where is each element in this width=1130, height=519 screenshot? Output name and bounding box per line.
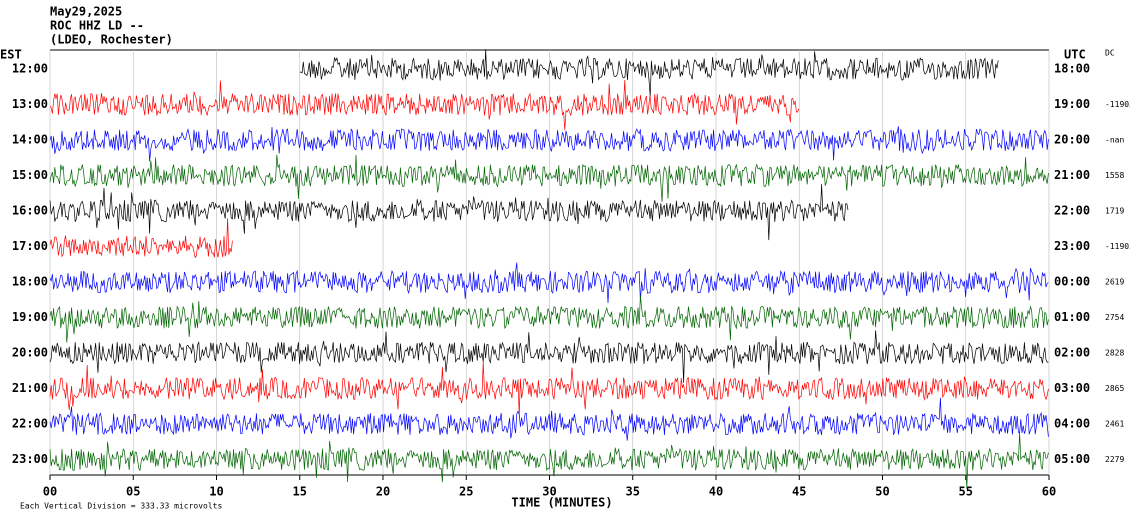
utc-label: 02:00 [1054,346,1090,360]
utc-label: 18:00 [1054,62,1090,76]
trace [49,330,1049,383]
utc-label: 05:00 [1054,452,1090,466]
utc-label: 21:00 [1054,168,1090,182]
est-label: 22:00 [12,417,48,431]
est-label: 13:00 [12,97,48,111]
x-tick-label: 45 [792,485,806,499]
trace [49,184,849,241]
est-label: 12:00 [12,62,48,76]
dc-value: 2754 [1105,313,1124,322]
utc-label: 23:00 [1054,239,1090,253]
x-tick-label: 40 [709,485,723,499]
x-tick-label: 20 [376,485,390,499]
dc-value: 2865 [1105,384,1124,393]
dc-value: 2461 [1105,420,1124,429]
est-label: 20:00 [12,346,48,360]
x-tick-label: 00 [43,485,57,499]
dc-value: 2619 [1105,278,1124,287]
trace [299,49,999,97]
footnote: Each Vertical Division = 333.33 microvol… [20,502,222,511]
dc-value: -1190391 [1105,100,1130,109]
utc-label: 03:00 [1054,381,1090,395]
trace [49,432,1049,489]
utc-label: 20:00 [1054,133,1090,147]
est-label: 21:00 [12,381,48,395]
x-tick-label: 60 [1042,485,1056,499]
x-axis-label: TIME (MINUTES) [511,496,612,510]
est-label: 14:00 [12,133,48,147]
est-label: 18:00 [12,275,48,289]
utc-label: 22:00 [1054,204,1090,218]
right-axis-label: UTC [1064,48,1086,62]
header-line: (LDEO, Rochester) [50,33,173,47]
dc-value: 2828 [1105,349,1124,358]
dc-value: 2279 [1105,455,1124,464]
trace [49,154,1049,202]
header-line: May29,2025 [50,5,122,19]
dc-value: 1558 [1105,171,1124,180]
header-line: ROC HHZ LD -- [50,19,144,33]
trace [49,262,1049,304]
trace [49,79,800,131]
utc-label: 19:00 [1054,97,1090,111]
x-tick-label: 10 [209,485,223,499]
trace [49,126,1049,162]
utc-label: 00:00 [1054,275,1090,289]
dc-value: 1719 [1105,207,1124,216]
left-axis-label: EST [0,48,22,62]
x-tick-label: 30 [542,485,556,499]
x-tick-label: 50 [875,485,889,499]
est-label: 23:00 [12,452,48,466]
utc-label: 04:00 [1054,417,1090,431]
est-label: 15:00 [12,168,48,182]
x-tick-label: 25 [459,485,473,499]
x-tick-label: 05 [126,485,140,499]
est-label: 17:00 [12,239,48,253]
dc-value: -1190316 [1105,242,1130,251]
trace [49,295,1049,343]
x-tick-label: 35 [626,485,640,499]
x-tick-label: 15 [293,485,307,499]
dc-value: -nan [1105,136,1124,145]
x-tick-label: 55 [959,485,973,499]
dc-label: DC [1105,49,1115,58]
utc-label: 01:00 [1054,310,1090,324]
trace [49,218,233,259]
est-label: 16:00 [12,204,48,218]
est-label: 19:00 [12,310,48,324]
trace [49,361,1049,416]
trace [49,397,1049,441]
